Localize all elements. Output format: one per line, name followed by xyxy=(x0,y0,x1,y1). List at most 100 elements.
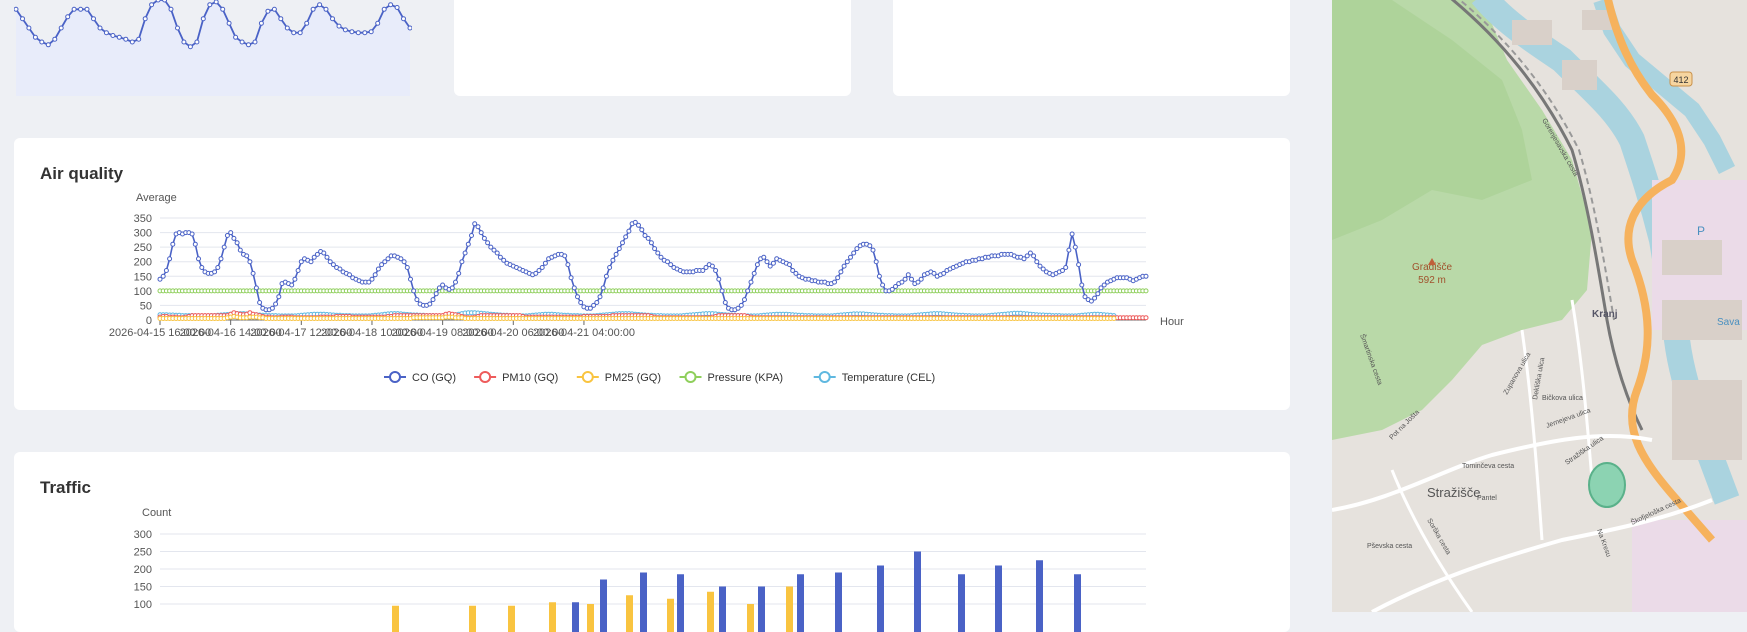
data-point xyxy=(164,269,168,273)
data-point xyxy=(402,260,406,264)
data-point xyxy=(318,3,322,7)
y-tick-label: 100 xyxy=(134,286,152,298)
data-point xyxy=(277,295,281,299)
traffic-bar xyxy=(958,574,965,632)
data-point xyxy=(376,21,380,25)
data-point xyxy=(563,254,567,258)
data-point xyxy=(235,241,239,245)
data-point xyxy=(720,289,724,293)
data-point xyxy=(874,260,878,264)
traffic-bar xyxy=(667,599,674,632)
data-point xyxy=(906,273,910,277)
data-point xyxy=(788,263,792,267)
data-point xyxy=(428,302,432,306)
data-point xyxy=(743,298,747,302)
data-point xyxy=(640,228,644,232)
data-point xyxy=(182,40,186,44)
traffic-bar xyxy=(600,580,607,632)
y-axis-title: Average xyxy=(136,192,177,204)
data-point xyxy=(266,9,270,13)
data-point xyxy=(871,248,875,252)
data-point xyxy=(389,3,393,7)
data-point xyxy=(343,28,347,32)
traffic-bar xyxy=(1036,560,1043,632)
legend-label: PM10 (GQ) xyxy=(502,372,558,384)
legend-item[interactable]: Pressure (KPA) xyxy=(680,372,784,384)
legend-item[interactable]: Temperature (CEL) xyxy=(814,372,936,384)
data-point xyxy=(311,7,315,11)
data-point xyxy=(324,7,328,11)
data-point xyxy=(240,40,244,44)
data-point xyxy=(752,271,756,275)
stadium xyxy=(1589,463,1625,507)
series-3 xyxy=(158,289,1148,293)
data-point xyxy=(305,21,309,25)
data-point xyxy=(1032,254,1036,258)
river-label: Sava xyxy=(1717,317,1740,328)
data-point xyxy=(579,301,583,305)
data-point xyxy=(104,31,108,35)
data-point xyxy=(842,264,846,268)
data-point xyxy=(363,31,367,35)
data-point xyxy=(849,255,853,259)
map-view[interactable]: 412 Gradišče 592 m Kranj Stražišče Sava … xyxy=(1332,0,1747,612)
legend-item[interactable]: PM25 (GQ) xyxy=(577,372,661,384)
data-point xyxy=(190,232,194,236)
data-point xyxy=(881,283,885,287)
traffic-bar xyxy=(1074,574,1081,632)
data-point xyxy=(408,26,412,30)
data-point xyxy=(143,17,147,21)
traffic-bar xyxy=(747,604,754,632)
legend-marker xyxy=(390,372,400,382)
data-point xyxy=(656,251,660,255)
legend-item[interactable]: CO (GQ) xyxy=(384,372,456,384)
data-point xyxy=(369,30,373,34)
data-point xyxy=(309,260,313,264)
y-tick-label: 250 xyxy=(134,242,152,254)
data-point xyxy=(540,266,544,270)
data-point xyxy=(1112,317,1116,321)
data-point xyxy=(482,236,486,240)
y-tick-label: 50 xyxy=(140,300,152,312)
y-tick-label: 300 xyxy=(134,228,152,240)
data-point xyxy=(466,242,470,246)
map-panel[interactable]: 412 Gradišče 592 m Kranj Stražišče Sava … xyxy=(1332,0,1747,612)
data-point xyxy=(46,43,50,47)
y-tick-label: 200 xyxy=(134,564,152,576)
data-point xyxy=(566,263,570,267)
data-point xyxy=(543,261,547,265)
legend-marker xyxy=(480,372,490,382)
data-point xyxy=(836,276,840,280)
y-tick-label: 0 xyxy=(146,315,152,327)
data-point xyxy=(614,252,618,256)
data-point xyxy=(376,267,380,271)
data-point xyxy=(254,286,258,290)
traffic-bar xyxy=(549,602,556,632)
data-point xyxy=(331,17,335,21)
data-point xyxy=(755,263,759,267)
data-point xyxy=(298,31,302,35)
data-point xyxy=(247,43,251,47)
data-point xyxy=(40,40,44,44)
legend-item[interactable]: PM10 (GQ) xyxy=(474,372,558,384)
traffic-bar xyxy=(508,606,515,632)
data-point xyxy=(637,223,641,227)
data-point xyxy=(293,277,297,281)
data-point xyxy=(200,266,204,270)
data-point xyxy=(156,0,160,2)
data-point xyxy=(208,3,212,7)
legend-marker xyxy=(583,372,593,382)
sparkline-area xyxy=(16,0,410,96)
data-point xyxy=(213,270,217,274)
data-point xyxy=(604,274,608,278)
x-axis-title: Hour xyxy=(1160,316,1184,328)
data-point xyxy=(72,7,76,11)
data-point xyxy=(290,283,294,287)
data-point xyxy=(405,266,409,270)
data-point xyxy=(79,7,83,11)
y-tick-label: 350 xyxy=(134,213,152,225)
data-point xyxy=(234,35,238,39)
